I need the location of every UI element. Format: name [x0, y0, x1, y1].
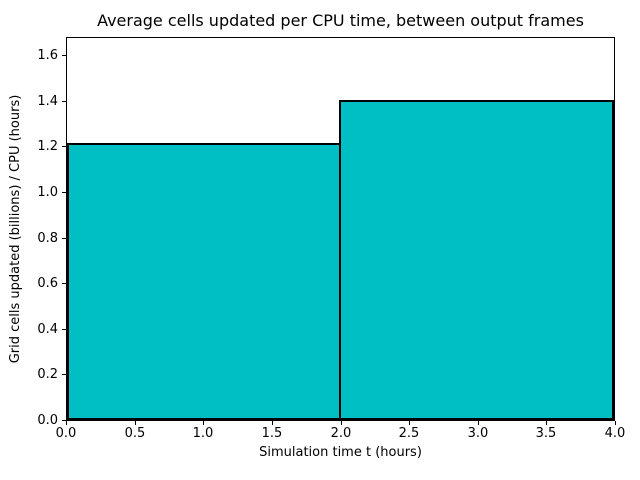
x-tick-mark	[203, 421, 204, 425]
histogram-bar-2	[338, 100, 614, 420]
x-tick-label: 4.0	[604, 426, 626, 441]
x-tick-mark	[409, 421, 410, 425]
x-tick-label: 2.5	[398, 426, 420, 441]
x-tick-label: 3.5	[535, 426, 557, 441]
x-tick-mark	[341, 421, 342, 425]
y-tick-mark	[62, 283, 66, 284]
histogram-bar-1	[67, 143, 341, 420]
y-tick-mark	[62, 192, 66, 193]
y-tick-mark	[62, 238, 66, 239]
x-tick-label: 2.0	[330, 426, 352, 441]
y-tick-mark	[62, 101, 66, 102]
x-tick-mark	[272, 421, 273, 425]
y-tick-label: 1.6	[37, 48, 58, 63]
x-tick-mark	[615, 421, 616, 425]
y-tick-mark	[62, 374, 66, 375]
x-tick-mark	[478, 421, 479, 425]
chart-title: Average cells updated per CPU time, betw…	[97, 11, 584, 30]
y-tick-mark	[62, 329, 66, 330]
x-tick-mark	[135, 421, 136, 425]
x-tick-mark	[66, 421, 67, 425]
x-tick-label: 1.5	[261, 426, 283, 441]
x-axis-label: Simulation time t (hours)	[259, 445, 422, 460]
x-tick-mark	[546, 421, 547, 425]
x-tick-label: 0.0	[55, 426, 77, 441]
y-tick-label: 1.2	[37, 139, 58, 154]
y-tick-mark	[62, 420, 66, 421]
x-tick-label: 3.0	[467, 426, 489, 441]
y-tick-label: 1.4	[37, 94, 58, 109]
y-axis-label: Grid cells updated (billions) / CPU (hou…	[8, 94, 23, 364]
y-tick-mark	[62, 146, 66, 147]
y-tick-label: 0.8	[37, 231, 58, 246]
y-tick-mark	[62, 55, 66, 56]
y-tick-label: 1.0	[37, 185, 58, 200]
y-tick-label: 0.2	[37, 367, 58, 382]
plot-area	[66, 37, 615, 421]
y-tick-label: 0.6	[37, 276, 58, 291]
x-tick-label: 1.0	[192, 426, 214, 441]
y-tick-label: 0.0	[37, 413, 58, 428]
x-tick-label: 0.5	[124, 426, 146, 441]
y-tick-label: 0.4	[37, 322, 58, 337]
